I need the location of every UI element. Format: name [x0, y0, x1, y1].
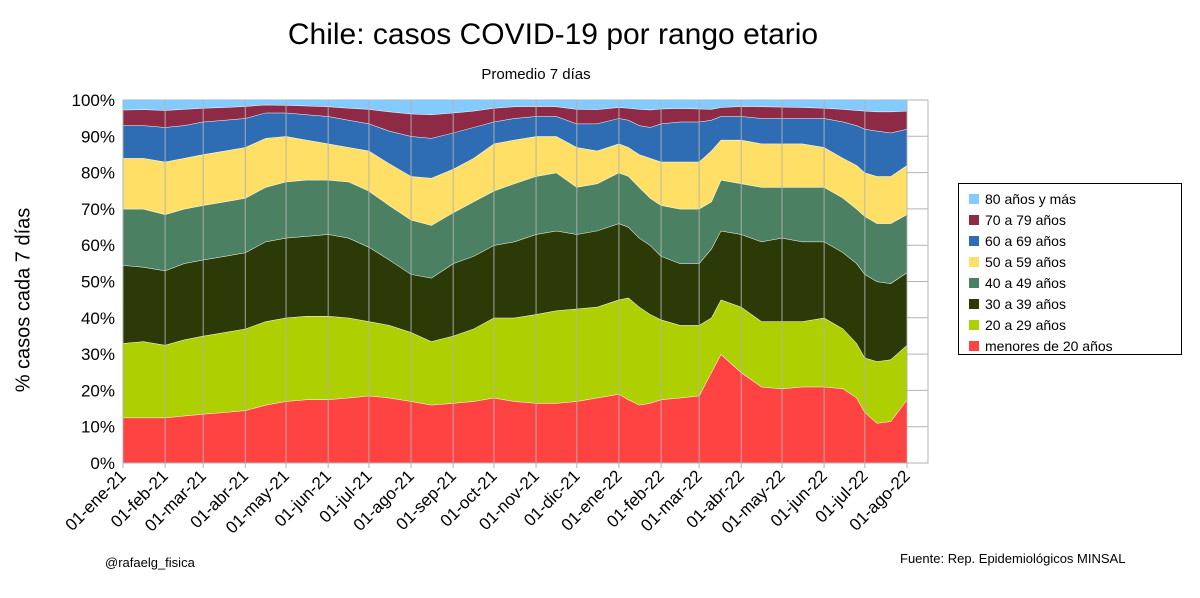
y-tick-label: 40% [81, 309, 115, 328]
y-tick-label: 80% [81, 164, 115, 183]
y-tick-label: 20% [81, 381, 115, 400]
legend-swatch [969, 235, 979, 246]
legend-item: 60 a 69 años [969, 230, 1181, 251]
area-50-a-59-años [123, 136, 907, 226]
chart-subtitle: Promedio 7 días [481, 66, 591, 83]
author-handle: @rafaelg_fisica [105, 555, 195, 570]
legend-swatch [969, 319, 979, 330]
y-tick-label: 90% [81, 127, 115, 146]
y-tick-label: 100% [72, 91, 115, 110]
y-tick-label: 30% [81, 345, 115, 364]
legend-swatch [969, 277, 979, 288]
legend-label: 80 años y más [985, 190, 1077, 207]
legend-label: 20 a 29 años [985, 316, 1066, 333]
legend-swatch [969, 214, 979, 225]
y-tick-label: 10% [81, 418, 115, 437]
legend-swatch [969, 340, 979, 351]
area-20-a-29-años [123, 297, 907, 424]
legend-swatch [969, 298, 979, 309]
legend-label: 50 a 59 años [985, 253, 1066, 270]
legend-item: 80 años y más [969, 188, 1181, 209]
y-tick-label: 50% [81, 273, 115, 292]
chart-title: Chile: casos COVID-19 por rango etario [287, 18, 819, 51]
area-60-a-69-años [123, 112, 907, 178]
legend-item: 40 a 49 años [969, 272, 1181, 293]
y-tick-label: 60% [81, 236, 115, 255]
area-70-a-79-años [123, 104, 907, 139]
legend-label: menores de 20 años [985, 337, 1113, 354]
legend-item: 70 a 79 años [969, 209, 1181, 230]
area-80-años-y-más [123, 100, 907, 115]
legend-label: 40 a 49 años [985, 274, 1066, 291]
legend-item: 50 a 59 años [969, 251, 1181, 272]
legend-item: 30 a 39 años [969, 293, 1181, 314]
legend-item: 20 a 29 años [969, 314, 1181, 335]
area-40-a-49-años [123, 172, 907, 284]
legend-swatch [969, 193, 979, 204]
legend-swatch [969, 256, 979, 267]
legend-label: 60 a 69 años [985, 232, 1066, 249]
y-tick-label: 70% [81, 200, 115, 219]
area-30-a-39-años [123, 223, 907, 362]
chart-legend: 80 años y más 70 a 79 años 60 a 69 años 50 … [958, 183, 1182, 355]
legend-label: 70 a 79 años [985, 211, 1066, 228]
data-source: Fuente: Rep. Epidemiológicos MINSAL [900, 551, 1126, 566]
legend-item: menores de 20 años [969, 335, 1181, 356]
area-menores-de-20-años [123, 354, 907, 463]
y-tick-label: 0% [90, 454, 115, 473]
legend-label: 30 a 39 años [985, 295, 1066, 312]
